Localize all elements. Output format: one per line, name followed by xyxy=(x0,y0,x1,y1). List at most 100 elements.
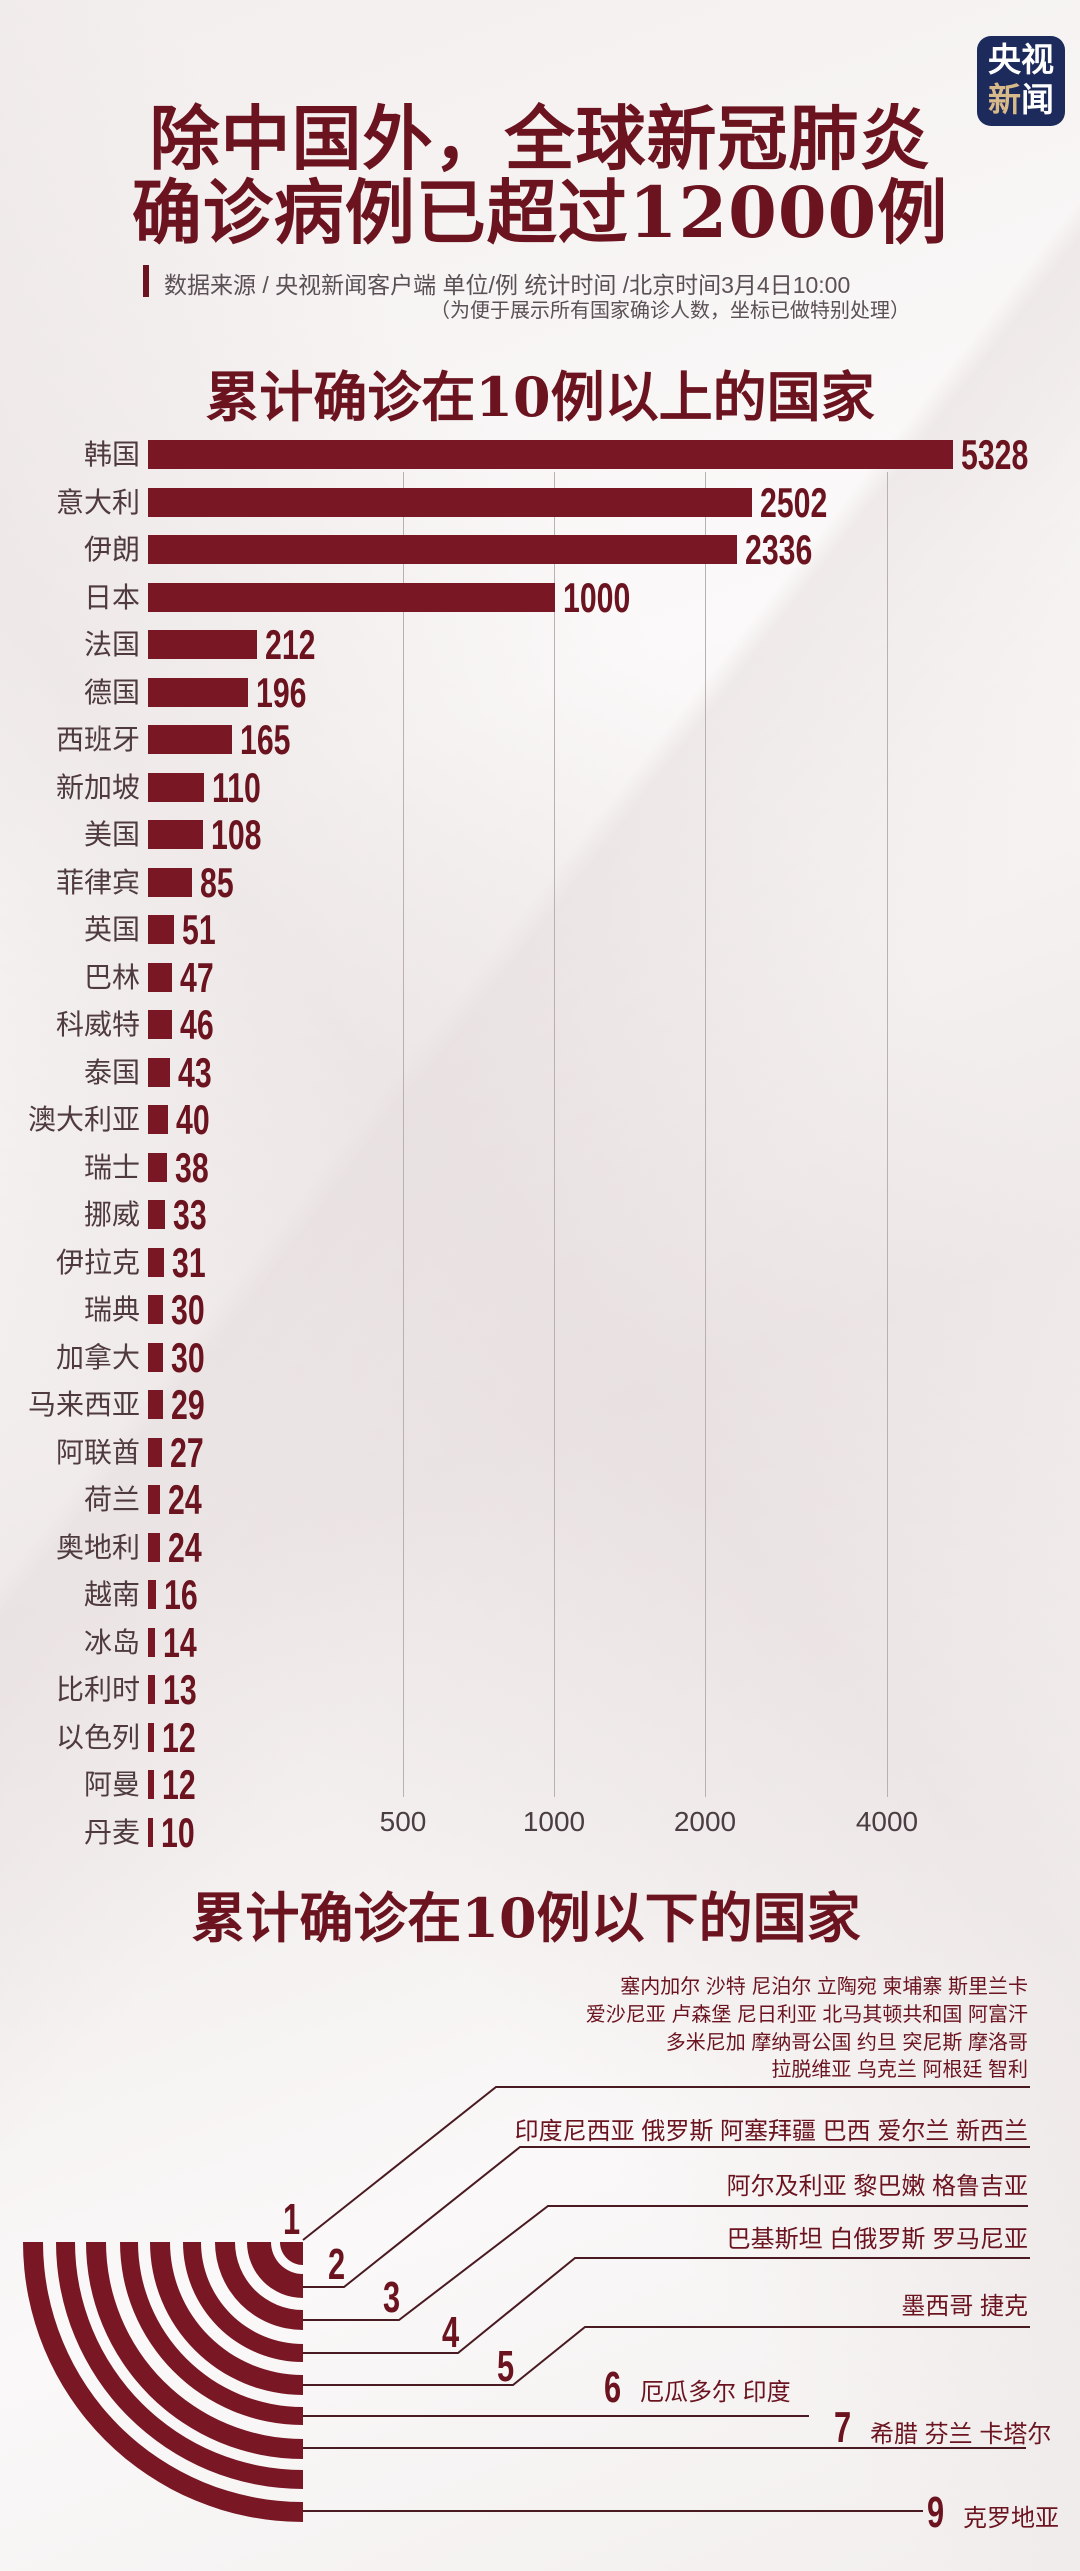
value-label: 12 xyxy=(162,1713,196,1761)
value-label: 14 xyxy=(163,1618,197,1666)
country-label: 奥地利 xyxy=(55,1531,140,1563)
value-label: 27 xyxy=(169,1428,204,1476)
x-tick-label: 500 xyxy=(379,1806,427,1837)
country-label: 瑞典 xyxy=(83,1294,140,1325)
country-label: 加拿大 xyxy=(55,1341,140,1373)
logo-line1: 央视 xyxy=(988,40,1054,79)
country-label: 意大利 xyxy=(55,486,140,518)
bar xyxy=(148,725,233,754)
gridline xyxy=(403,472,404,1797)
country-label: 丹麦 xyxy=(83,1816,140,1848)
bar xyxy=(148,1770,155,1799)
page-title-line2: 确诊病例已超过12000例 xyxy=(131,171,949,254)
bar xyxy=(148,962,173,992)
value-label: 108 xyxy=(211,811,262,858)
value-label: 12 xyxy=(162,1761,196,1808)
country-label: 菲律宾 xyxy=(55,866,140,898)
country-label: 阿曼 xyxy=(83,1769,140,1800)
ring-band xyxy=(86,2242,303,2459)
tier1-list-line: 多米尼加 摩纳哥公国 约旦 突尼斯 摩洛哥 xyxy=(665,2032,1028,2054)
bar xyxy=(148,535,737,564)
value-label: 38 xyxy=(175,1143,210,1191)
bar xyxy=(148,1342,164,1372)
bar xyxy=(148,1485,161,1514)
tier-count: 2 xyxy=(328,2240,346,2289)
country-label: 荷兰 xyxy=(83,1484,140,1515)
value-label: 30 xyxy=(171,1333,205,1381)
value-label: 40 xyxy=(176,1096,211,1143)
country-label: 西班牙 xyxy=(55,724,140,755)
tier-countries: 阿尔及利亚 黎巴嫩 格鲁吉亚 xyxy=(726,2173,1028,2200)
value-label: 196 xyxy=(256,668,307,716)
country-label: 澳大利亚 xyxy=(27,1104,140,1135)
bar xyxy=(148,1817,154,1847)
country-label: 美国 xyxy=(83,819,140,850)
value-label: 2336 xyxy=(744,526,812,573)
value-label: 212 xyxy=(264,621,315,668)
bar xyxy=(148,1390,163,1419)
gridline xyxy=(887,472,888,1797)
logo-char: 闻 xyxy=(1021,80,1054,119)
tier1-list-line: 拉脱维亚 乌克兰 阿根廷 智利 xyxy=(771,2059,1028,2081)
tier-count: 7 xyxy=(834,2403,852,2452)
cctv-news-logo: 央视 新闻 xyxy=(977,36,1065,126)
ring-band xyxy=(215,2242,303,2330)
value-label: 110 xyxy=(212,763,262,811)
value-label: 47 xyxy=(180,953,214,1001)
tier1-list-line: 爱沙尼亚 卢森堡 尼日利亚 北马其顿共和国 阿富汗 xyxy=(585,2004,1028,2026)
country-label: 冰岛 xyxy=(83,1626,140,1658)
bar xyxy=(148,1675,155,1704)
ring-band xyxy=(150,2242,303,2395)
leader-line xyxy=(303,2146,1030,2288)
country-label: 马来西亚 xyxy=(27,1389,140,1420)
bar xyxy=(148,677,249,707)
bar xyxy=(148,1010,172,1039)
country-label: 阿联酋 xyxy=(55,1436,140,1468)
bar xyxy=(148,582,555,612)
value-label: 10 xyxy=(161,1808,195,1856)
x-tick-label: 4000 xyxy=(855,1806,919,1837)
below10-title: 累计确诊在10例以下的国家 xyxy=(191,1886,861,1950)
value-label: 51 xyxy=(182,906,216,953)
value-label: 29 xyxy=(170,1381,205,1428)
value-label: 165 xyxy=(240,716,291,763)
tier-count: 4 xyxy=(442,2308,460,2357)
country-label: 伊拉克 xyxy=(55,1246,140,1278)
bar xyxy=(148,1152,168,1182)
bar xyxy=(148,1627,156,1657)
bar xyxy=(148,1532,161,1562)
x-tick-label: 2000 xyxy=(673,1806,737,1837)
tier-count: 3 xyxy=(383,2273,401,2322)
value-label: 2502 xyxy=(759,478,827,526)
bar xyxy=(148,1057,171,1087)
bar xyxy=(148,915,175,944)
country-label: 巴林 xyxy=(83,961,140,993)
ring-band xyxy=(183,2242,303,2362)
gridline xyxy=(554,472,555,1797)
value-label: 33 xyxy=(172,1191,207,1238)
tier-count: 9 xyxy=(927,2488,945,2537)
tier-countries: 克罗地亚 xyxy=(963,2505,1059,2532)
tier-count: 6 xyxy=(604,2363,622,2412)
tier-countries: 巴基斯坦 白俄罗斯 罗马尼亚 xyxy=(726,2226,1028,2253)
bar xyxy=(148,1295,164,1324)
country-label: 伊朗 xyxy=(83,534,140,565)
ring-band xyxy=(280,2242,303,2265)
value-label: 24 xyxy=(168,1523,202,1571)
ring-band xyxy=(247,2242,303,2298)
page-title-line1: 除中国外，全球新冠肺炎 xyxy=(149,97,931,180)
country-label: 科威特 xyxy=(55,1009,140,1040)
bar xyxy=(148,820,204,849)
tier-countries: 墨西哥 捷克 xyxy=(901,2293,1028,2320)
value-label: 46 xyxy=(179,1001,214,1048)
value-label: 24 xyxy=(168,1476,202,1523)
tier-countries: 印度尼西亚 俄罗斯 阿塞拜疆 巴西 爱尔兰 新西兰 xyxy=(514,2118,1028,2145)
axis-note: （为便于展示所有国家确诊人数，坐标已做特别处理） xyxy=(430,300,910,322)
leader-line xyxy=(302,2086,1030,2241)
tier-countries: 厄瓜多尔 印度 xyxy=(640,2379,791,2406)
leader-line xyxy=(303,2326,1030,2386)
data-source: 数据来源 / 央视新闻客户端 单位/例 统计时间 /北京时间3月4日10:00 xyxy=(164,272,851,298)
value-label: 13 xyxy=(162,1666,197,1713)
bar xyxy=(148,1200,165,1229)
country-label: 日本 xyxy=(83,581,140,613)
